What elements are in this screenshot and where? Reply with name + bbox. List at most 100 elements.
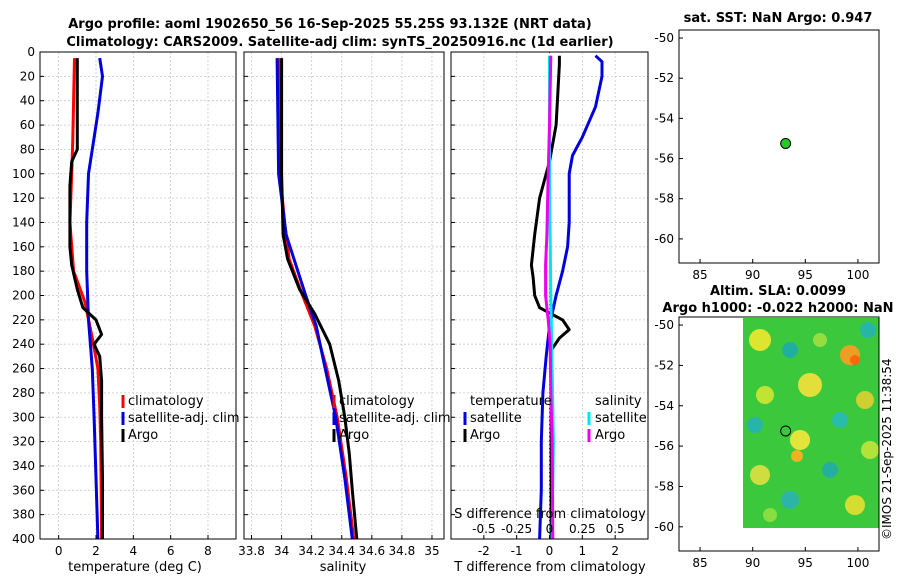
sla-anomaly bbox=[850, 355, 860, 365]
x-tick-label: 1 bbox=[579, 544, 587, 558]
depth-tick-label: 280 bbox=[12, 386, 35, 400]
depth-tick-labels: 0 20 40 60 80 100 120 140 160 180 200 220 240 260 280 3… bbox=[12, 45, 35, 546]
lon-tick-label: 100 bbox=[846, 556, 869, 570]
x-tick-label: 34.6 bbox=[358, 544, 385, 558]
s-diff-tick-label: -0.25 bbox=[501, 522, 532, 536]
sla-anomaly bbox=[856, 391, 874, 409]
sla-anomaly bbox=[861, 441, 879, 459]
sla-anomaly bbox=[845, 495, 865, 515]
lat-tick-label: -58 bbox=[654, 192, 674, 206]
sla-anomaly bbox=[782, 342, 798, 358]
lon-tick-label: 95 bbox=[798, 556, 813, 570]
s-difference-label: S difference from climatology bbox=[454, 507, 646, 522]
legend-label-argo: Argo bbox=[128, 428, 158, 443]
x-tick-label: 33.8 bbox=[238, 544, 265, 558]
lat-tick-label: -54 bbox=[654, 399, 674, 413]
x-tick-label: 4 bbox=[130, 544, 138, 558]
lon-tick-label: 85 bbox=[692, 268, 707, 282]
argo-location-point bbox=[780, 137, 792, 149]
depth-tick-label: 180 bbox=[12, 264, 35, 278]
legend-label-temp-argo: Argo bbox=[470, 428, 500, 443]
sst-map-ticks: 85 90 95 100 -50 -52 -54 -56 -58 -60 bbox=[654, 31, 869, 282]
x-tick-label: 0 bbox=[546, 544, 554, 558]
x-tick-label: 2 bbox=[92, 544, 100, 558]
sla-anomaly bbox=[813, 333, 827, 347]
legend-label-satellite: satellite-adj. clim bbox=[339, 411, 451, 426]
temperature-grid bbox=[40, 52, 236, 539]
x-tick-label: 34.4 bbox=[328, 544, 355, 558]
depth-tick-label: 60 bbox=[20, 118, 35, 132]
sla-anomaly bbox=[781, 491, 799, 509]
depth-tick-label: 200 bbox=[12, 289, 35, 303]
t-difference-xlabel: T difference from climatology bbox=[453, 560, 646, 575]
depth-tick-label: 20 bbox=[20, 69, 35, 83]
depth-tick-label: 240 bbox=[12, 337, 35, 351]
lat-tick-label: -54 bbox=[654, 111, 674, 125]
legend-label-climatology: climatology bbox=[128, 394, 204, 409]
figure-title-line1: Argo profile: aoml 1902650_56 16-Sep-202… bbox=[68, 17, 592, 32]
depth-tick-label: 100 bbox=[12, 167, 35, 181]
salinity-panel: 33.8 34 34.2 34.4 34.6 34.8 35 salinity climat… bbox=[238, 51, 451, 575]
s-diff-tick-label: 0 bbox=[546, 522, 554, 536]
x-tick-label: 34.8 bbox=[389, 544, 416, 558]
series-line-argo bbox=[280, 58, 359, 539]
lat-tick-label: -56 bbox=[654, 439, 674, 453]
depth-tick-label: 260 bbox=[12, 362, 35, 376]
temperature-xlabel: temperature (deg C) bbox=[68, 560, 202, 575]
depth-tick-label: 380 bbox=[12, 508, 35, 522]
sla-anomaly bbox=[749, 329, 771, 351]
temperature-series bbox=[68, 57, 104, 539]
sla-anomaly bbox=[822, 462, 838, 478]
sla-anomaly bbox=[798, 373, 822, 397]
sla-anomaly bbox=[750, 465, 770, 485]
x-tick-label: 6 bbox=[167, 544, 175, 558]
sla-anomaly bbox=[791, 450, 803, 462]
sst-map-title: sat. SST: NaN Argo: 0.947 bbox=[684, 11, 873, 26]
legend-label-climatology: climatology bbox=[339, 394, 415, 409]
depth-tick-label: 220 bbox=[12, 313, 35, 327]
lon-tick-label: 85 bbox=[692, 556, 707, 570]
s-diff-tick-label: 0.5 bbox=[606, 522, 625, 536]
difference-grid bbox=[451, 52, 648, 539]
sla-heatmap bbox=[743, 318, 879, 528]
depth-tick-label: 80 bbox=[20, 142, 35, 156]
lat-tick-label: -60 bbox=[654, 232, 674, 246]
sst-map-points bbox=[780, 137, 792, 149]
depth-tick-label: 160 bbox=[12, 240, 35, 254]
lon-tick-label: 90 bbox=[745, 556, 760, 570]
sla-anomaly bbox=[860, 322, 876, 338]
sla-map-ticks: 85 90 95 100 -50 -52 -54 -56 -58 -60 bbox=[654, 318, 869, 570]
x-tick-label: 2 bbox=[611, 544, 619, 558]
lat-tick-label: -60 bbox=[654, 520, 674, 534]
salinity-series bbox=[275, 58, 359, 539]
lat-tick-label: -52 bbox=[654, 71, 674, 85]
sst-map-panel: sat. SST: NaN Argo: 0.947 85 90 95 100 -50 -5… bbox=[654, 11, 880, 282]
sla-anomaly bbox=[832, 412, 848, 428]
difference-series bbox=[529, 54, 604, 539]
imos-watermark: ©IMOS 21-Sep-2025 11:38:54 bbox=[880, 358, 894, 540]
depth-tick-label: 120 bbox=[12, 191, 35, 205]
sla-anomaly bbox=[747, 417, 763, 433]
s-diff-tick-label: 0.25 bbox=[569, 522, 596, 536]
lon-tick-label: 90 bbox=[745, 268, 760, 282]
argo-location-point bbox=[780, 425, 792, 437]
x-tick-label: 34.2 bbox=[298, 544, 325, 558]
sla-anomaly bbox=[763, 508, 777, 522]
sla-anomaly bbox=[756, 386, 774, 404]
sla-map-title-line2: Argo h1000: -0.022 h2000: NaN bbox=[662, 301, 893, 316]
salinity-ticks: 33.8 34 34.2 34.4 34.6 34.8 35 bbox=[238, 51, 440, 558]
difference-ticks: -2 -1 0 1 2 -0.5 -0.25 0 0.25 0.5 bbox=[451, 51, 625, 558]
series-line-salinity-argo bbox=[544, 55, 555, 539]
figure-title-line2: Climatology: CARS2009. Satellite-adj cli… bbox=[66, 35, 613, 50]
depth-tick-label: 140 bbox=[12, 215, 35, 229]
x-tick-label: 8 bbox=[204, 544, 212, 558]
series-line-satellite-adj-clim bbox=[275, 58, 354, 539]
sla-map-frame bbox=[678, 316, 880, 552]
legend-label-temp-satellite: satellite bbox=[470, 411, 522, 426]
sla-anomaly bbox=[790, 430, 810, 450]
x-tick-label: -2 bbox=[478, 544, 490, 558]
depth-tick-label: 400 bbox=[12, 532, 35, 546]
s-diff-tick-label: -0.5 bbox=[472, 522, 495, 536]
lat-tick-label: -56 bbox=[654, 152, 674, 166]
